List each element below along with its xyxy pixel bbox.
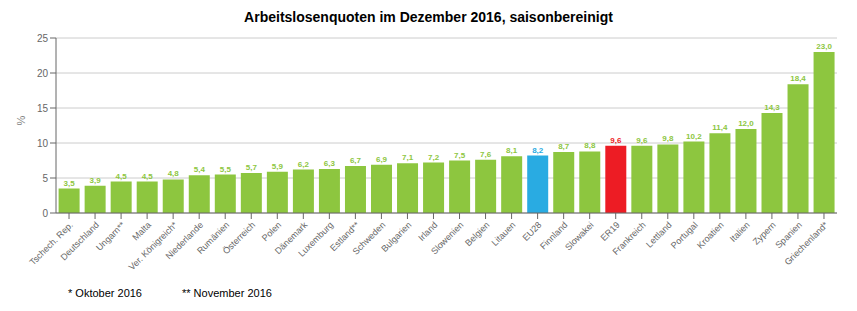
svg-text:Slowenien: Slowenien bbox=[429, 220, 465, 256]
svg-text:5,7: 5,7 bbox=[246, 163, 258, 172]
svg-text:Tschech. Rep.: Tschech. Rep. bbox=[28, 220, 75, 267]
svg-text:12,0: 12,0 bbox=[738, 119, 754, 128]
svg-text:25: 25 bbox=[37, 33, 49, 44]
svg-text:Ungarn**: Ungarn** bbox=[94, 220, 127, 253]
svg-text:10: 10 bbox=[37, 138, 49, 149]
svg-text:Estland**: Estland** bbox=[328, 219, 362, 254]
svg-text:Irland: Irland bbox=[416, 220, 439, 243]
html-text:** November 2016: ** November 2016 bbox=[182, 287, 272, 299]
svg-text:Slowakei: Slowakei bbox=[563, 220, 596, 253]
svg-text:20: 20 bbox=[37, 68, 49, 79]
svg-text:Finnland: Finnland bbox=[538, 219, 570, 252]
svg-text:Italien: Italien bbox=[728, 220, 752, 244]
svg-text:3,9: 3,9 bbox=[90, 176, 102, 185]
svg-text:Niederlande: Niederlande bbox=[164, 220, 205, 261]
svg-text:Polen: Polen bbox=[260, 220, 283, 243]
svg-text:ER19: ER19 bbox=[599, 220, 622, 243]
svg-text:Griechenland*: Griechenland* bbox=[783, 220, 831, 268]
svg-text:5,5: 5,5 bbox=[220, 165, 232, 174]
svg-text:4,8: 4,8 bbox=[168, 169, 180, 178]
svg-text:15: 15 bbox=[37, 103, 49, 114]
svg-text:7,5: 7,5 bbox=[454, 151, 466, 160]
svg-text:EU28: EU28 bbox=[521, 220, 544, 243]
svg-text:Lettland: Lettland bbox=[644, 219, 674, 250]
svg-text:7,2: 7,2 bbox=[428, 153, 440, 162]
svg-text:5,9: 5,9 bbox=[272, 162, 284, 171]
svg-text:10,2: 10,2 bbox=[686, 132, 702, 141]
html-text:* Oktober 2016: * Oktober 2016 bbox=[68, 287, 142, 299]
svg-text:Kroatien: Kroatien bbox=[695, 220, 726, 251]
svg-text:6,2: 6,2 bbox=[298, 160, 310, 169]
svg-text:Frankreich: Frankreich bbox=[611, 220, 648, 257]
svg-text:Spanien: Spanien bbox=[773, 219, 804, 251]
svg-text:8,1: 8,1 bbox=[506, 146, 518, 155]
svg-text:9,8: 9,8 bbox=[662, 134, 674, 143]
svg-text:4,5: 4,5 bbox=[142, 172, 154, 181]
svg-text:Malta: Malta bbox=[130, 220, 153, 243]
svg-text:Belgien: Belgien bbox=[463, 220, 491, 248]
svg-text:7,6: 7,6 bbox=[480, 150, 492, 159]
svg-text:Bulgarien: Bulgarien bbox=[379, 220, 413, 254]
svg-text:9,6: 9,6 bbox=[610, 136, 622, 145]
svg-text:5: 5 bbox=[42, 173, 48, 184]
svg-text:Schweden: Schweden bbox=[351, 220, 388, 257]
svg-text:Luxemburg: Luxemburg bbox=[296, 220, 335, 259]
svg-text:Zypern: Zypern bbox=[751, 219, 778, 247]
svg-text:8,2: 8,2 bbox=[532, 146, 544, 155]
svg-text:6,3: 6,3 bbox=[324, 159, 336, 168]
svg-text:8,8: 8,8 bbox=[584, 141, 596, 150]
svg-text:6,7: 6,7 bbox=[350, 156, 362, 165]
svg-text:Litauen: Litauen bbox=[490, 220, 518, 248]
svg-text:7,1: 7,1 bbox=[402, 153, 414, 162]
svg-text:18,4: 18,4 bbox=[790, 74, 806, 83]
svg-text:Ver. Königreich*: Ver. Königreich* bbox=[126, 219, 180, 273]
svg-text:23,0: 23,0 bbox=[816, 42, 832, 51]
svg-text:5,4: 5,4 bbox=[194, 165, 206, 174]
svg-text:Österreich: Österreich bbox=[221, 220, 257, 256]
html-text:Arbeitslosenquoten im Dezember: Arbeitslosenquoten im Dezember 2016, sai… bbox=[244, 9, 613, 25]
svg-text:9,6: 9,6 bbox=[636, 136, 648, 145]
svg-text:Portugal: Portugal bbox=[669, 220, 700, 251]
svg-text:Dänemark: Dänemark bbox=[272, 219, 310, 257]
svg-text:4,5: 4,5 bbox=[116, 172, 128, 181]
svg-text:0: 0 bbox=[42, 208, 48, 219]
svg-text:6,9: 6,9 bbox=[376, 155, 388, 164]
svg-text:11,4: 11,4 bbox=[712, 123, 728, 132]
svg-text:%: % bbox=[15, 116, 27, 126]
svg-text:14,3: 14,3 bbox=[764, 103, 780, 112]
svg-text:3,5: 3,5 bbox=[64, 179, 76, 188]
svg-text:Deutschland: Deutschland bbox=[59, 220, 101, 262]
svg-text:8,7: 8,7 bbox=[558, 142, 570, 151]
svg-text:Rumänien: Rumänien bbox=[195, 219, 232, 256]
